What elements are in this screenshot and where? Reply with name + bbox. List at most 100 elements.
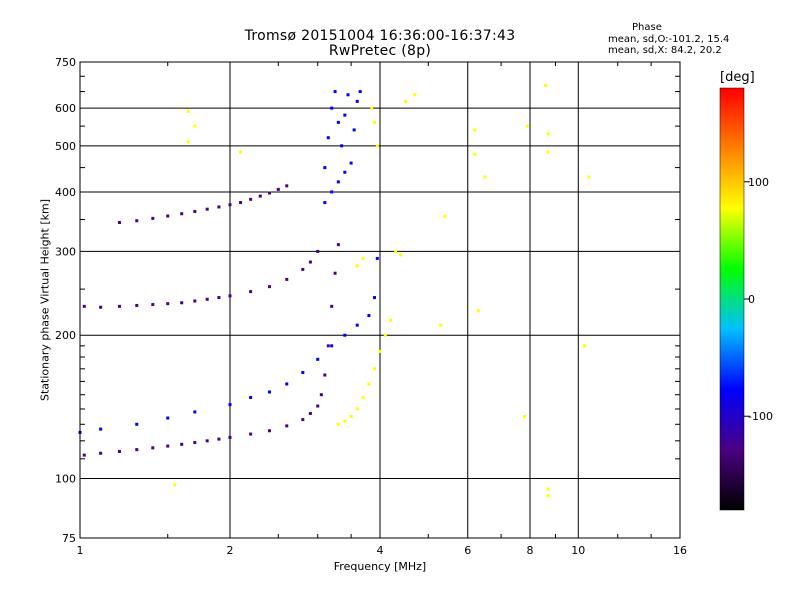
data-point [399, 253, 403, 257]
colorbar-ticks: 100 0 -100 [744, 176, 773, 423]
data-point [330, 190, 334, 194]
y-tick-label: 300 [55, 245, 76, 258]
data-point [323, 201, 327, 205]
x-tick-label: 10 [571, 544, 585, 557]
data-point [239, 201, 243, 205]
data-point [546, 487, 550, 491]
data-point [193, 410, 197, 414]
data-point [267, 191, 271, 195]
data-point [267, 390, 271, 394]
data-point [403, 99, 407, 103]
data-point [151, 446, 155, 450]
data-point [336, 120, 340, 124]
data-point [373, 367, 377, 371]
data-point [373, 120, 377, 124]
data-point [330, 304, 334, 308]
data-point [249, 432, 253, 436]
data-point [316, 404, 320, 408]
x-tick-label: 8 [527, 544, 534, 557]
data-point [267, 429, 271, 433]
data-point [193, 124, 197, 128]
y-tick-label: 200 [55, 329, 76, 342]
data-point [349, 414, 353, 418]
y-tick-label: 100 [55, 473, 76, 486]
data-point [276, 187, 280, 191]
data-point [473, 152, 477, 156]
x-axis-ticks: 1 2 4 6 8 10 16 [77, 62, 687, 557]
data-point [217, 205, 221, 209]
data-point [205, 439, 209, 443]
data-point [343, 333, 347, 337]
y-tick-label: 750 [55, 56, 76, 69]
data-point [370, 106, 374, 110]
x-axis-label: Frequency [MHz] [333, 560, 427, 573]
data-point [285, 382, 289, 386]
data-point [285, 184, 289, 188]
phase-x-stats: mean, sd,X: 84.2, 20.2 [608, 45, 722, 56]
data-point [525, 124, 529, 128]
data-point [367, 314, 371, 318]
data-point [135, 422, 139, 426]
data-point [355, 99, 359, 103]
data-point [319, 393, 323, 397]
y-axis-ticks: 75 100 200 300 400 500 600 750 [55, 56, 680, 545]
data-point [117, 304, 121, 308]
data-point [135, 219, 139, 223]
data-point [228, 435, 232, 439]
x-tick-label: 6 [464, 544, 471, 557]
data-point [308, 260, 312, 264]
data-point [523, 414, 527, 418]
data-point [249, 197, 253, 201]
x-tick-label: 16 [673, 544, 687, 557]
data-point [205, 207, 209, 211]
data-point [173, 483, 177, 487]
data-point [239, 150, 243, 154]
phase-o-stats: mean, sd,O:-101.2, 15.4 [608, 34, 730, 45]
x-tick-label: 1 [77, 544, 84, 557]
data-point [166, 302, 170, 306]
y-axis-label: Stationary phase Virtual Height [km] [38, 198, 52, 402]
data-point [352, 128, 356, 132]
data-point [99, 427, 103, 431]
data-point [308, 411, 312, 415]
data-point [323, 166, 327, 170]
colorbar-unit: [deg] [720, 70, 755, 85]
data-point [193, 299, 197, 303]
data-point [413, 93, 417, 97]
chart-title: Tromsø 20151004 16:36:00-16:37:43 [244, 28, 516, 44]
data-point [343, 113, 347, 117]
data-point [343, 419, 347, 423]
data-point [301, 371, 305, 375]
data-point [316, 249, 320, 253]
y-tick-label: 400 [55, 186, 76, 199]
colorbar-tick-label: 100 [748, 176, 769, 189]
data-point [326, 344, 330, 348]
data-point [473, 128, 477, 132]
data-point [82, 304, 86, 308]
data-point [166, 214, 170, 218]
data-point [193, 209, 197, 213]
y-tick-label: 75 [62, 532, 76, 545]
data-point [375, 256, 379, 260]
data-point [228, 294, 232, 298]
data-point [135, 303, 139, 307]
data-point [443, 215, 447, 219]
data-point [285, 424, 289, 428]
data-point [99, 305, 103, 309]
data-point [355, 407, 359, 411]
data-point [583, 344, 587, 348]
data-point [389, 318, 393, 322]
data-point [151, 216, 155, 220]
data-point [267, 285, 271, 289]
data-point [82, 453, 86, 457]
data-point [316, 357, 320, 361]
scatter-points [78, 83, 591, 498]
data-point [117, 221, 121, 225]
data-point [349, 161, 353, 165]
data-point [180, 442, 184, 446]
data-point [258, 194, 262, 198]
data-point [117, 449, 121, 453]
data-point [323, 373, 327, 377]
data-point [336, 180, 340, 184]
